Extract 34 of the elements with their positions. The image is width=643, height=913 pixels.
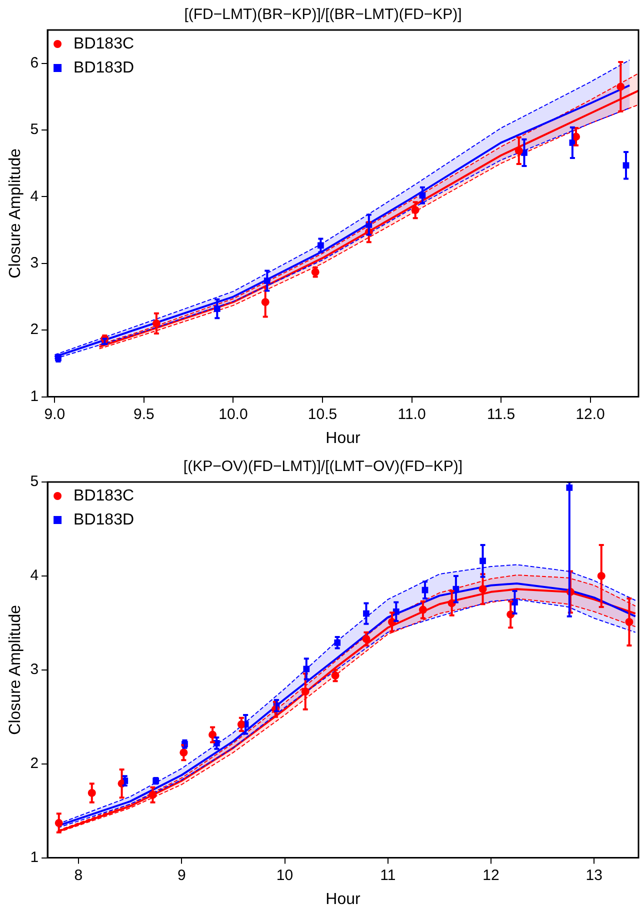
y-tick-label: 5	[30, 121, 39, 138]
x-tick-label: 12	[482, 866, 500, 884]
y-tick-label: 6	[30, 54, 39, 72]
x-tick-label: 8	[74, 866, 83, 884]
y-tick-label: 4	[30, 567, 39, 584]
x-tick-label: 11	[380, 866, 396, 884]
y-axis-title: Closure Amplitude	[7, 148, 24, 278]
x-tick-label: 12.0	[576, 406, 605, 423]
x-tick-label: 9.5	[134, 406, 154, 423]
x-tick-label: 11.0	[398, 406, 426, 423]
x-tick-label: 13	[586, 866, 602, 884]
x-tick-label: 11.5	[486, 406, 516, 423]
y-tick-label: 4	[30, 188, 39, 205]
y-tick-label: 2	[30, 321, 39, 338]
y-tick-label: 2	[30, 754, 39, 772]
legend-label: BD183D	[74, 59, 134, 76]
x-tick-label: 10.0	[218, 406, 248, 423]
y-tick-label: 1	[30, 388, 39, 405]
legend-label: BD183C	[74, 487, 134, 504]
x-axis-title: Hour	[326, 430, 362, 447]
legend-label: BD183D	[74, 511, 134, 528]
y-tick-label: 1	[30, 848, 39, 866]
chart-title: [(KP−OV)(FD−LMT)]/[(LMT−OV)(FD−KP)]	[183, 458, 463, 476]
chart-title: [(FD−LMT)(BR−KP)]/[(BR−LMT)(FD−KP)]	[184, 6, 462, 24]
x-axis-title: Hour	[326, 890, 362, 908]
x-tick-label: 10	[276, 866, 294, 884]
y-tick-label: 3	[30, 661, 39, 678]
y-tick-label: 5	[30, 473, 39, 490]
x-tick-label: 10.5	[308, 406, 338, 423]
x-tick-label: 9	[177, 866, 186, 884]
y-axis-title: Closure Amplitude	[7, 604, 24, 735]
y-tick-label: 3	[30, 254, 39, 272]
legend-label: BD183C	[74, 35, 134, 52]
x-tick-label: 9.0	[44, 406, 66, 423]
